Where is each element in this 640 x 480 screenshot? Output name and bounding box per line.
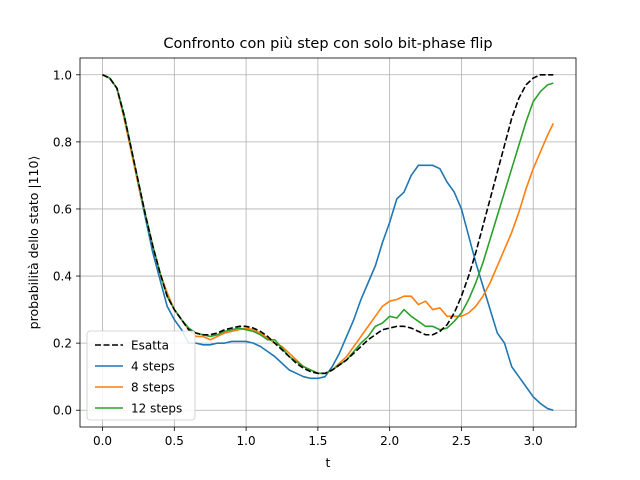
x-axis-label: t [326, 455, 331, 470]
legend-label: 8 steps [131, 381, 175, 395]
x-tick-label: 3.0 [524, 434, 543, 448]
legend: Esatta 4 steps 8 steps 12 steps [86, 330, 196, 421]
y-tick-label: 0.6 [53, 202, 72, 216]
ticks: 0.0 0.5 1.0 1.5 2.0 2.5 3.0 0.0 0.2 0.4 0.6 0.8 1.0 [53, 68, 543, 448]
y-tick-label: 0.4 [53, 270, 72, 284]
x-tick-label: 0.5 [165, 434, 184, 448]
y-axis-label: probabilità dello stato |110⟩ [26, 156, 41, 330]
legend-label: 4 steps [131, 360, 175, 374]
x-tick-label: 2.5 [452, 434, 471, 448]
chart-title: Confronto con più step con solo bit-phas… [163, 36, 492, 52]
y-tick-label: 1.0 [53, 68, 72, 82]
series-layer [102, 73, 555, 411]
legend-label: 12 steps [131, 402, 182, 416]
x-tick-label: 1.0 [237, 434, 256, 448]
legend-box [86, 330, 196, 421]
y-tick-label: 0.2 [53, 337, 72, 351]
x-tick-label: 0.0 [93, 434, 112, 448]
legend-label: Esatta [131, 339, 169, 353]
x-tick-label: 2.0 [380, 434, 399, 448]
x-tick-label: 1.5 [308, 434, 327, 448]
series-line-esatta [102, 73, 554, 375]
y-tick-label: 0.0 [53, 404, 72, 418]
y-tick-label: 0.8 [53, 135, 72, 149]
plot-frame [79, 57, 577, 428]
